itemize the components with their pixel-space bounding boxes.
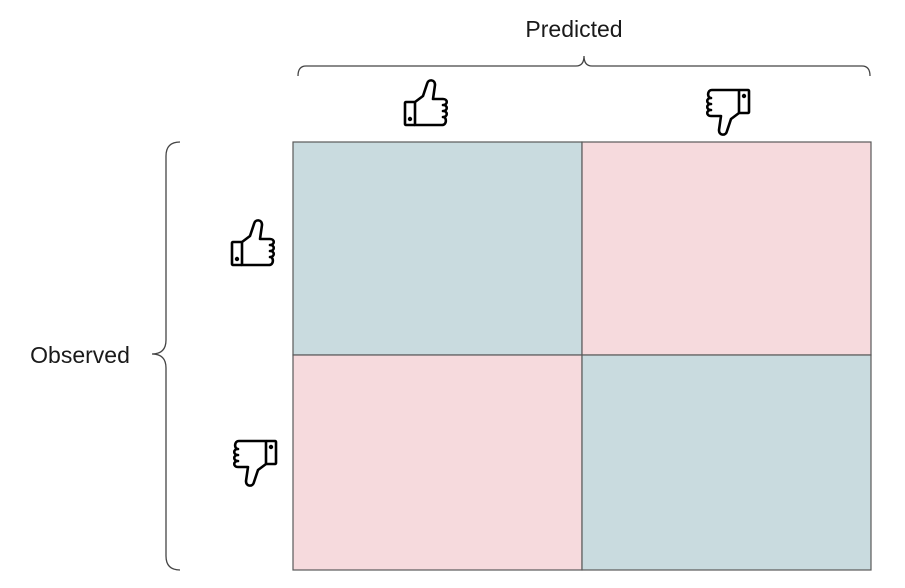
column-header-thumbs-up-icon (403, 79, 449, 127)
observed-bracket (151, 141, 181, 571)
matrix-cell-observed-down-predicted-down (581, 354, 872, 571)
row-header-thumbs-up-icon (230, 219, 276, 267)
matrix-cell-observed-up-predicted-down (581, 141, 872, 356)
column-header-thumbs-down-icon (705, 88, 751, 136)
row-header-thumbs-down-icon (232, 439, 278, 487)
predicted-bracket (297, 55, 871, 77)
observed-label: Observed (30, 342, 130, 368)
predicted-label: Predicted (525, 16, 622, 42)
matrix-cell-observed-down-predicted-up (292, 354, 583, 571)
matrix-cell-observed-up-predicted-up (292, 141, 583, 356)
